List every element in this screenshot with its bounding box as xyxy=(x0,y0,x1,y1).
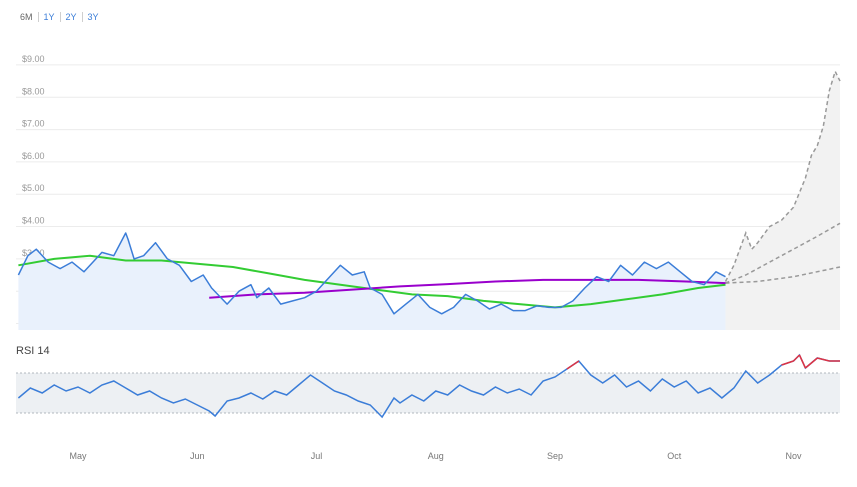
range-2y-button[interactable]: 2Y xyxy=(65,12,77,22)
rsi-extreme-segment xyxy=(817,357,830,362)
rsi-title: RSI 14 xyxy=(16,345,50,357)
x-month-label: May xyxy=(70,451,88,461)
rsi-extreme-segment xyxy=(792,354,800,362)
range-divider xyxy=(37,12,39,22)
price-line xyxy=(17,232,726,315)
x-month-label: Oct xyxy=(667,451,682,461)
y-tick-label: $8.00 xyxy=(22,86,45,96)
range-divider xyxy=(59,12,61,22)
moving-average-slow-line xyxy=(209,278,726,299)
x-month-label: Sep xyxy=(547,451,563,461)
rsi-line xyxy=(17,353,840,419)
range-3y-button[interactable]: 3Y xyxy=(87,12,99,22)
forecast-high-line xyxy=(724,69,841,282)
forecast-mid-line xyxy=(725,222,841,284)
range-selector: 6M 1Y 2Y 3Y xyxy=(16,11,104,23)
price-area-fill xyxy=(18,233,726,330)
x-month-label: Jul xyxy=(311,451,323,461)
rsi-extreme-segment xyxy=(566,360,580,370)
x-month-label: Nov xyxy=(785,451,802,461)
range-divider xyxy=(81,12,83,22)
range-6m-button[interactable]: 6M xyxy=(20,12,33,22)
y-tick-label: $9.00 xyxy=(22,54,45,64)
rsi-extreme-segment xyxy=(804,357,818,369)
x-month-label: Aug xyxy=(428,451,444,461)
rsi-panel: RSI 14 xyxy=(16,345,840,419)
x-month-label: Jun xyxy=(190,451,205,461)
forecast-low-line xyxy=(725,266,841,284)
range-1y-button[interactable]: 1Y xyxy=(43,12,55,22)
moving-average-fast-line xyxy=(18,254,726,309)
month-axis: May Jun Jul Aug Sep Oct Nov xyxy=(70,451,802,461)
rsi-extreme-segment xyxy=(781,360,794,366)
y-tick-label: $6.00 xyxy=(22,151,45,161)
rsi-extreme-segment xyxy=(798,354,807,369)
forecast-area-fill xyxy=(725,71,840,331)
y-tick-label: $4.00 xyxy=(22,216,45,226)
y-tick-label: $7.00 xyxy=(22,119,45,129)
price-panel xyxy=(17,69,841,331)
y-tick-label: $5.00 xyxy=(22,183,45,193)
